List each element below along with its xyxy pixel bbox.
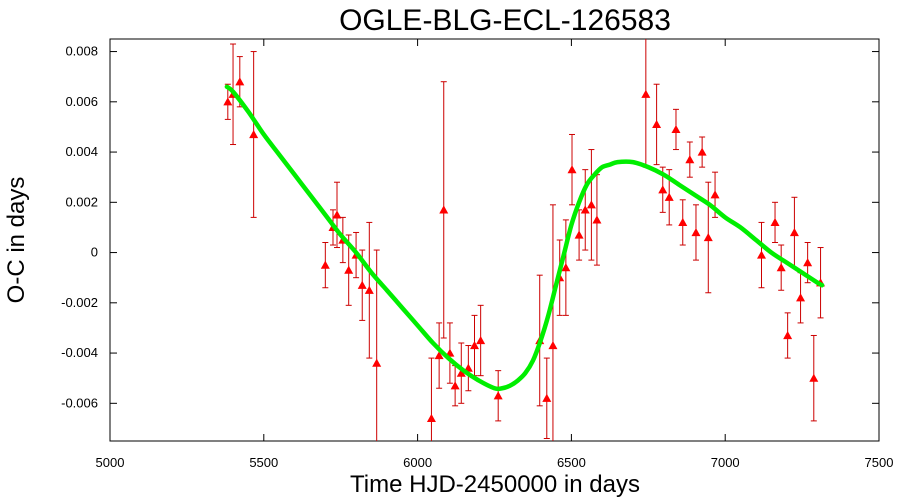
data-point <box>493 391 503 400</box>
y-tick-label: 0.002 <box>65 194 98 209</box>
data-point <box>671 124 681 134</box>
data-point <box>678 217 688 227</box>
data-point <box>320 260 330 269</box>
data-point <box>470 341 480 350</box>
data-point <box>235 77 245 86</box>
x-axis: 5000 5500 6000 6500 7000 7500 <box>96 39 894 470</box>
data-point <box>770 217 780 227</box>
data-point <box>783 330 793 340</box>
data-point <box>586 200 596 209</box>
data-point <box>658 185 668 194</box>
data-point <box>548 341 558 350</box>
y-tick-label: 0 <box>91 245 98 260</box>
x-axis-label: Time HJD-2450000 in days <box>350 471 640 498</box>
data-point <box>332 210 342 219</box>
fit-layer <box>224 84 825 392</box>
data-point <box>561 263 571 272</box>
data-point <box>476 336 486 345</box>
y-axis: -0.006 -0.004 -0.002 0 0.002 0.004 0.006 0.008 <box>61 44 879 410</box>
data-point <box>542 393 552 402</box>
data-point <box>809 373 819 382</box>
data-point <box>223 97 233 106</box>
data-point <box>641 89 651 98</box>
data-point <box>567 165 577 174</box>
data-point <box>710 190 720 199</box>
data-point <box>691 227 701 237</box>
data-point <box>372 358 382 367</box>
data-point <box>357 280 367 289</box>
data-point <box>756 250 766 259</box>
data-point <box>439 205 449 214</box>
fit-curve <box>224 84 825 392</box>
data-point <box>789 227 799 237</box>
data-point <box>652 119 662 129</box>
data-point <box>592 215 602 224</box>
x-tick-label: 7000 <box>711 455 740 470</box>
data-point <box>803 258 813 267</box>
data-point <box>249 129 259 139</box>
data-point <box>580 205 590 214</box>
x-tick-label: 5000 <box>96 455 125 470</box>
data-point <box>703 232 713 242</box>
chart-title: OGLE-BLG-ECL-126583 <box>339 4 671 37</box>
data-point <box>697 147 707 156</box>
data-point <box>776 263 786 272</box>
y-tick-label: 0.006 <box>65 94 98 109</box>
y-tick-label: 0.004 <box>65 144 98 159</box>
data-point <box>664 192 674 201</box>
data-point <box>685 155 695 164</box>
data-point <box>344 265 354 274</box>
data-point <box>434 351 444 360</box>
x-tick-label: 7500 <box>865 455 894 470</box>
data-point <box>796 293 806 302</box>
y-tick-label: -0.004 <box>61 345 98 360</box>
data-point <box>450 381 460 390</box>
x-tick-label: 6500 <box>557 455 586 470</box>
data-point <box>574 230 584 239</box>
data-point <box>364 285 374 294</box>
y-tick-label: 0.008 <box>65 44 98 59</box>
y-tick-label: -0.002 <box>61 295 98 310</box>
x-tick-label: 6000 <box>403 455 432 470</box>
y-tick-label: -0.006 <box>61 395 98 410</box>
data-points <box>223 39 826 441</box>
plot-frame <box>109 38 880 442</box>
data-point <box>456 368 466 377</box>
y-axis-label: O-C in days <box>3 177 30 304</box>
data-point <box>426 413 436 422</box>
x-tick-label: 5500 <box>249 455 278 470</box>
